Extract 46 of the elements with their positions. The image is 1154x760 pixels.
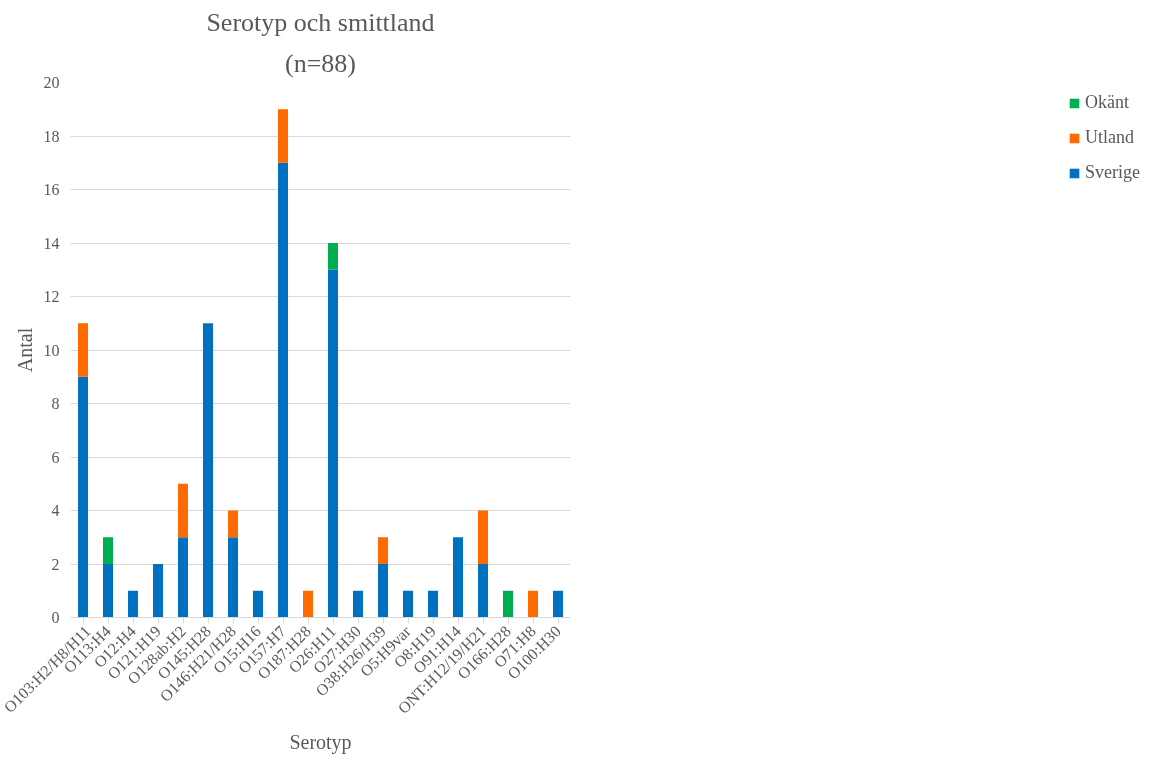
y-tick-label: 20 [43, 74, 60, 91]
y-axis-title: Antal [13, 327, 36, 373]
legend-label: Okänt [1085, 92, 1130, 113]
bar [378, 564, 388, 618]
bar [503, 590, 513, 618]
bar [328, 269, 338, 618]
y-tick-label: 16 [43, 181, 60, 198]
bar [278, 162, 288, 618]
legend-label: Sverige [1085, 162, 1140, 183]
y-tick-label: 6 [51, 448, 60, 466]
bar [528, 590, 538, 618]
legend-label: Utland [1085, 127, 1135, 148]
bar [178, 483, 188, 538]
bar [228, 537, 238, 618]
bar [403, 590, 413, 618]
bar [453, 537, 463, 618]
bar [78, 376, 88, 618]
x-axis-title: Serotyp [289, 730, 352, 754]
bar [153, 564, 163, 618]
bar [553, 590, 563, 618]
bar [203, 323, 213, 618]
bar [228, 510, 238, 538]
y-tick-label: 18 [43, 127, 60, 145]
bar [128, 590, 138, 618]
bar [278, 109, 288, 163]
y-tick-label: 12 [43, 288, 60, 305]
y-tick-label: 0 [51, 609, 60, 626]
chart-title: Serotyp och smittland [206, 7, 435, 37]
bar [78, 323, 88, 377]
bar [103, 564, 113, 618]
y-tick-label: 2 [51, 555, 60, 573]
bar [428, 590, 438, 618]
bar [478, 510, 488, 564]
bar [103, 537, 113, 564]
bar [378, 537, 388, 564]
bar [303, 590, 313, 618]
bar [253, 590, 263, 618]
bar [353, 590, 363, 618]
y-tick-label: 4 [51, 502, 60, 519]
y-tick-label: 8 [51, 395, 60, 412]
y-tick-label: 10 [43, 341, 60, 359]
bar [178, 537, 188, 618]
bar [328, 243, 338, 270]
bar [478, 564, 488, 618]
chart-subtitle: (n=88) [285, 48, 356, 78]
y-tick-label: 14 [43, 234, 60, 252]
